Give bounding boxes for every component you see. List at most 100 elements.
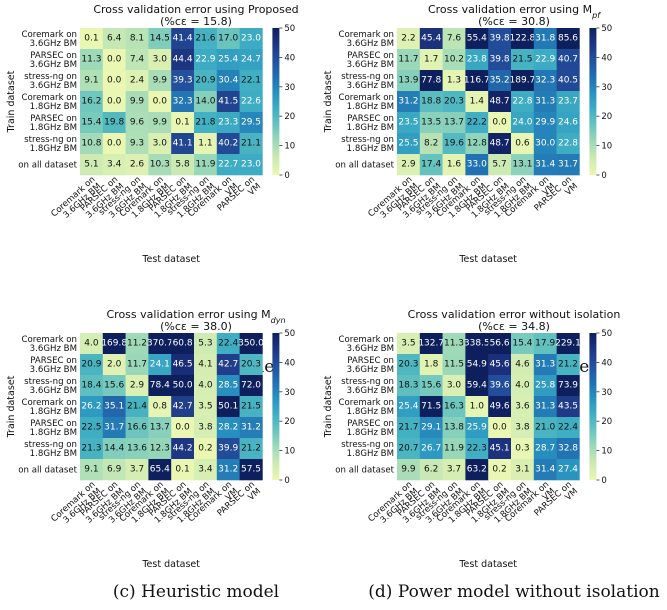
cell-value: 13.7: [444, 118, 464, 128]
cell-value: 73.9: [558, 381, 578, 391]
cell-value: 31.7: [104, 423, 124, 433]
cell-value: 0.1: [84, 34, 98, 44]
colorbar-tick-label: 20: [601, 112, 612, 122]
cell-value: 13.5: [421, 118, 441, 128]
cell-value: 22.3: [467, 444, 487, 454]
heatmap-cell: [556, 91, 580, 113]
cell-value: 25.9: [467, 423, 487, 433]
cell-value: 21.5: [512, 55, 532, 65]
cell-value: 11.7: [398, 55, 418, 65]
heatmap-cell: [419, 459, 443, 481]
cell-value: 17.4: [421, 160, 441, 170]
colorbar-tick-label: 10: [601, 447, 612, 457]
cell-value: 3.6: [515, 402, 530, 412]
heatmap-cell: [465, 28, 489, 50]
cell-value: 21.4: [127, 402, 147, 412]
cell-value: 21.3: [81, 444, 101, 454]
heatmap-cell: [171, 459, 195, 481]
cell-value: 54.9: [467, 360, 487, 370]
cell-value: 370.7: [147, 339, 173, 349]
cell-value: 21.2: [241, 444, 261, 454]
heatmap-cell: [533, 333, 557, 355]
heatmap-cell: [102, 133, 126, 155]
heatmap-cell: [465, 70, 489, 92]
cell-value: 31.8: [535, 34, 555, 44]
row-label: on all dataset: [18, 466, 77, 476]
cell-value: 1.3: [447, 76, 461, 86]
cell-value: 22.6: [241, 97, 261, 107]
colorbar: [272, 333, 280, 480]
heatmap-cell: [239, 354, 263, 376]
heatmap-cell: [239, 133, 263, 155]
heatmap-cell: [194, 28, 218, 50]
heatmap-cell: [488, 112, 512, 134]
cell-value: 0.1: [175, 118, 189, 128]
panel-subtitle: (%cε = 15.8): [160, 15, 232, 28]
heatmap-cell: [419, 154, 443, 176]
heatmap-cell: [80, 333, 104, 355]
heatmap-cell: [442, 333, 466, 355]
heatmap-cell: [239, 28, 263, 50]
cell-value: 0.0: [107, 55, 122, 65]
cell-value: 41.4: [173, 34, 193, 44]
cell-value: 3.0: [153, 55, 168, 65]
heatmap-cell: [148, 154, 172, 176]
heatmap-cell: [171, 417, 195, 439]
heatmap-cell: [533, 396, 557, 418]
heatmap-cell: [397, 112, 421, 134]
colorbar-tick-label: 0: [284, 171, 289, 181]
panel-title: Cross validation error using Proposed: [93, 3, 298, 16]
heatmap-cell: [533, 133, 557, 155]
cell-value: 0.0: [492, 423, 507, 433]
heatmap-cell: [239, 459, 263, 481]
heatmap-cell: [125, 70, 149, 92]
heatmap-cell: [465, 112, 489, 134]
row-label: on all dataset: [18, 161, 77, 171]
heatmap-cell: [488, 375, 512, 397]
cell-value: 2.0: [107, 360, 122, 370]
colorbar-tick-label: 40: [601, 53, 612, 63]
heatmap-cell: [397, 154, 421, 176]
cell-value: 77.8: [421, 76, 441, 86]
cell-value: 23.8: [467, 55, 487, 65]
cell-value: 31.3: [535, 402, 555, 412]
cell-value: 60.8: [173, 339, 193, 349]
cell-value: 22.7: [218, 160, 238, 170]
heatmap-cell: [488, 396, 512, 418]
cell-value: 22.8: [558, 139, 578, 149]
cell-value: 31.3: [535, 360, 555, 370]
heatmap-cell: [148, 375, 172, 397]
cell-value: 40.7: [558, 55, 578, 65]
cell-value: 13.9: [398, 76, 418, 86]
row-label: PARSEC on 1.8GHz BM: [347, 114, 394, 133]
cell-value: 24.1: [150, 360, 170, 370]
cell-value: 25.5: [398, 139, 418, 149]
heatmap-cell: [488, 28, 512, 50]
cell-value: 41.5: [218, 97, 238, 107]
heatmap-cell: [194, 91, 218, 113]
heatmap-cell: [511, 459, 535, 481]
row-label: PARSEC on 1.8GHz BM: [347, 419, 394, 438]
heatmap-cell: [102, 28, 126, 50]
cell-value: 71.5: [421, 402, 441, 412]
cell-value: 1.7: [424, 55, 438, 65]
heatmap-cell: [80, 70, 104, 92]
heatmap-cell: [556, 49, 580, 71]
heatmap-cell: [102, 91, 126, 113]
cell-value: 11.9: [195, 160, 215, 170]
cell-value: 0.0: [175, 423, 190, 433]
cell-value: 9.6: [130, 118, 145, 128]
heatmap-cell: [102, 396, 126, 418]
cell-value: 11.5: [444, 360, 464, 370]
heatmap-cell: [533, 375, 557, 397]
cell-value: 1.8: [424, 360, 439, 370]
cell-value: 22.9: [535, 55, 555, 65]
row-label: PARSEC on 1.8GHz BM: [30, 114, 77, 133]
cell-value: 10.8: [81, 139, 101, 149]
cell-value: 21.1: [241, 139, 261, 149]
cell-value: 1.1: [198, 139, 212, 149]
x-axis-label: Test dataset: [141, 254, 200, 265]
cell-value: 7.6: [447, 34, 462, 44]
heatmap-cell: [397, 417, 421, 439]
row-label: Coremark on 1.8GHz BM: [22, 398, 77, 417]
